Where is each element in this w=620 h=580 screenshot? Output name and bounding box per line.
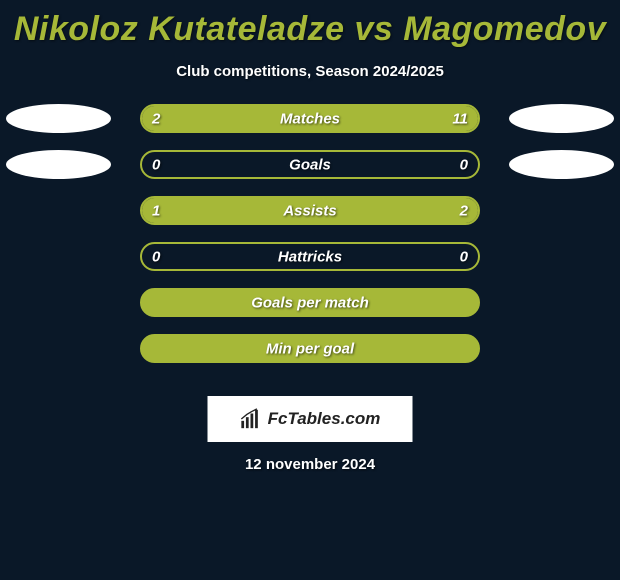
value-right: 2: [460, 202, 468, 219]
bar-label: Hattricks: [278, 248, 342, 265]
bar-label: Goals per match: [251, 294, 369, 311]
bar-track: Min per goal: [140, 334, 480, 363]
chart-icon: [240, 408, 262, 430]
comparison-chart: 2 11 Matches 0 0 Goals 1 2 Assists 0 0 Hattricks Goa…: [0, 104, 620, 404]
player-left-marker: [6, 104, 111, 133]
bar-label: Goals: [289, 156, 331, 173]
chart-row: 0 0 Hattricks: [0, 242, 620, 271]
chart-row: Min per goal: [0, 334, 620, 363]
value-right: 11: [452, 110, 468, 127]
bar-track: 2 11 Matches: [140, 104, 480, 133]
value-left: 0: [152, 248, 160, 265]
page-title: Nikoloz Kutateladze vs Magomedov: [0, 0, 620, 49]
bar-fill-left: [142, 106, 196, 131]
player-right-marker: [509, 150, 614, 179]
bar-track: 0 0 Hattricks: [140, 242, 480, 271]
logo-box: FcTables.com: [208, 396, 413, 442]
logo-text: FcTables.com: [268, 409, 381, 429]
date-line: 12 november 2024: [245, 456, 375, 473]
bar-label: Min per goal: [266, 340, 354, 357]
chart-row: Goals per match: [0, 288, 620, 317]
bar-track: 1 2 Assists: [140, 196, 480, 225]
player-left-marker: [6, 150, 111, 179]
bar-label: Assists: [283, 202, 336, 219]
chart-row: 1 2 Assists: [0, 196, 620, 225]
value-left: 0: [152, 156, 160, 173]
bar-track: Goals per match: [140, 288, 480, 317]
value-right: 0: [460, 248, 468, 265]
chart-row: 2 11 Matches: [0, 104, 620, 133]
bar-track: 0 0 Goals: [140, 150, 480, 179]
bar-label: Matches: [280, 110, 340, 127]
player-right-marker: [509, 104, 614, 133]
value-right: 0: [460, 156, 468, 173]
subtitle: Club competitions, Season 2024/2025: [0, 63, 620, 80]
chart-row: 0 0 Goals: [0, 150, 620, 179]
value-left: 2: [152, 110, 160, 127]
value-left: 1: [152, 202, 160, 219]
